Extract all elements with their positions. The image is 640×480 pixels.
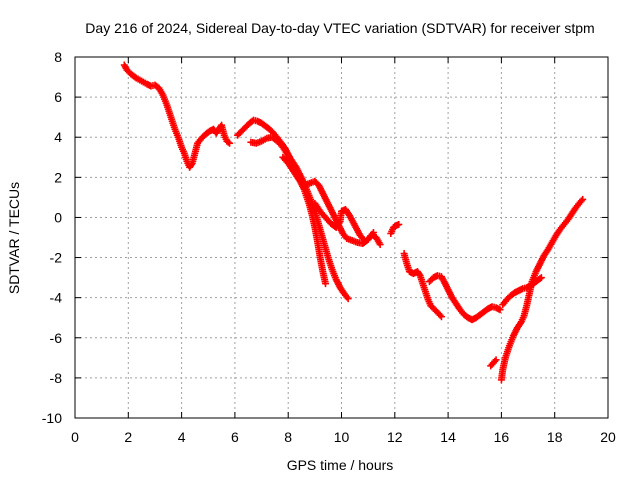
data-point [579, 195, 587, 203]
y-tick-label: 0 [54, 209, 62, 225]
x-tick-label: 4 [178, 429, 186, 445]
x-tick-labels: 0 2 4 6 8 10 12 14 16 18 20 [71, 429, 616, 445]
data-point [335, 219, 343, 227]
x-tick-label: 18 [547, 429, 563, 445]
data-point [437, 313, 445, 321]
data-point [577, 197, 585, 205]
y-tick-label: -8 [50, 370, 63, 386]
data-point [516, 319, 524, 327]
x-tick-label: 0 [71, 429, 79, 445]
x-tick-label: 20 [600, 429, 616, 445]
y-axis-label: SDTVAR / TECUs [6, 182, 22, 294]
data-point [395, 220, 403, 228]
y-tick-label: -2 [50, 250, 63, 266]
data-points [120, 61, 587, 384]
data-point [436, 311, 444, 319]
y-tick-label: -6 [50, 330, 63, 346]
data-point [226, 139, 234, 147]
data-point [369, 228, 377, 236]
y-tick-labels: -10 -8 -6 -4 -2 0 2 4 6 8 [42, 49, 62, 426]
x-tick-label: 14 [440, 429, 456, 445]
grid [75, 57, 608, 418]
data-point [536, 275, 544, 283]
y-tick-label: -4 [50, 290, 63, 306]
data-point [322, 280, 330, 288]
data-point [224, 138, 232, 146]
data-point [492, 356, 500, 364]
axis-ticks [74, 56, 609, 419]
y-tick-label: -10 [42, 410, 62, 426]
x-tick-label: 16 [494, 429, 510, 445]
x-tick-label: 12 [387, 429, 403, 445]
chart-title: Day 216 of 2024, Sidereal Day-to-day VTE… [85, 20, 594, 36]
data-point [344, 295, 352, 303]
data-point [491, 357, 499, 365]
data-point [537, 274, 545, 282]
x-tick-label: 8 [284, 429, 292, 445]
y-tick-label: 6 [54, 89, 62, 105]
y-tick-label: 4 [54, 129, 62, 145]
data-point [187, 161, 195, 169]
data-point [376, 241, 384, 249]
data-point [496, 306, 504, 314]
x-tick-label: 6 [231, 429, 239, 445]
x-tick-label: 10 [334, 429, 350, 445]
x-tick-label: 2 [124, 429, 132, 445]
y-tick-label: 8 [54, 49, 62, 65]
y-tick-label: 2 [54, 169, 62, 185]
x-axis-label: GPS time / hours [287, 457, 394, 473]
